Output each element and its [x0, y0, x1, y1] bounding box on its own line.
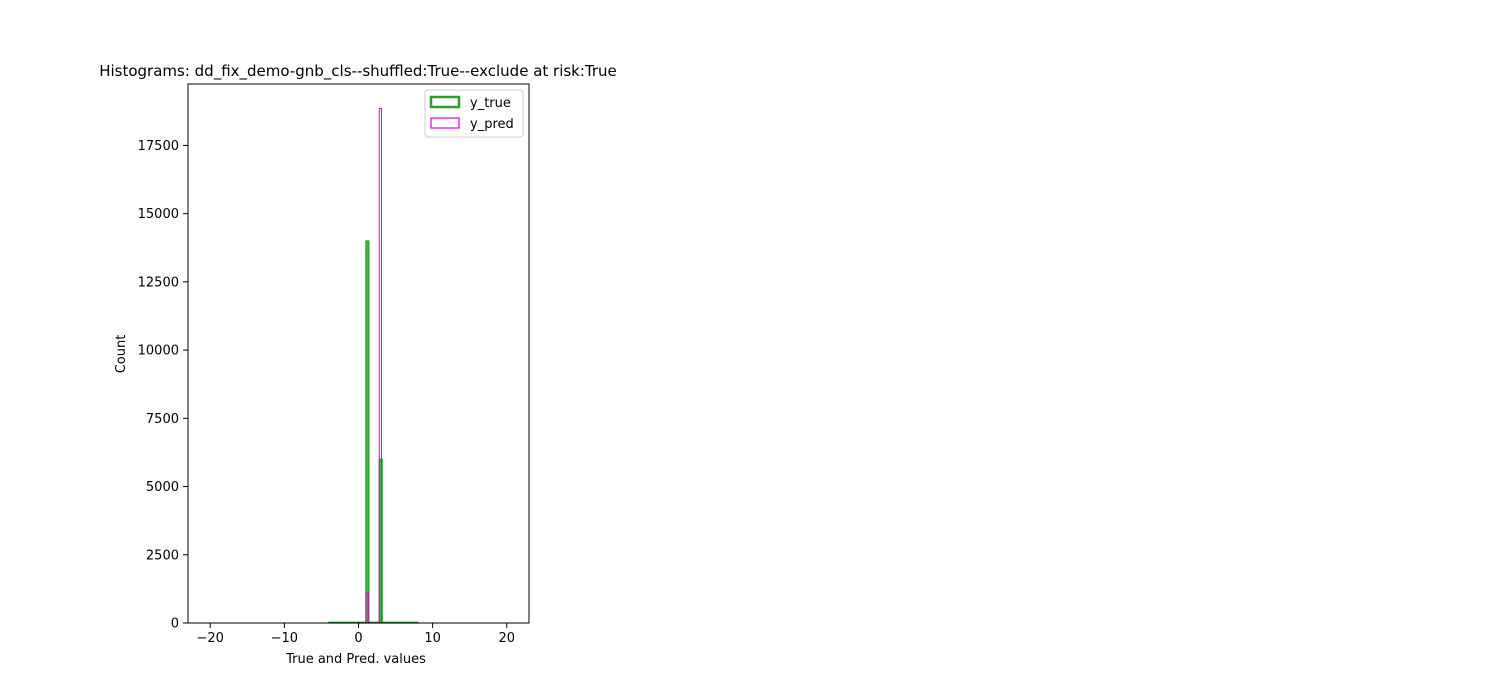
x-tick-label: −20: [197, 631, 224, 646]
y-tick-label: 10000: [138, 344, 179, 359]
bar-y_true-2: [365, 240, 370, 624]
x-tick-label: 10: [424, 631, 441, 646]
y-tick-label: 15000: [138, 207, 179, 222]
y-tick-label: 0: [171, 617, 179, 632]
x-axis-label: True and Pred. values: [285, 652, 426, 667]
y-axis-ticks: 0 2500 5000 7500 10000 12500 15000 17500: [138, 139, 188, 632]
legend-label-y_true: y_true: [470, 96, 511, 111]
y-tick-label: 7500: [146, 412, 179, 427]
y-axis-label: Count: [114, 335, 129, 374]
y-tick-label: 2500: [146, 548, 179, 563]
legend-label-y_pred: y_pred: [470, 117, 514, 132]
y-tick-label: 5000: [146, 480, 179, 495]
x-tick-label: −10: [271, 631, 298, 646]
legend-swatch-y_true: [429, 95, 461, 109]
y-tick-label: 17500: [138, 139, 179, 154]
x-tick-label: 0: [354, 631, 362, 646]
legend-swatch-y_pred: [430, 117, 460, 129]
legend: y_true y_pred: [424, 89, 524, 138]
y-tick-label: 12500: [138, 275, 179, 290]
legend-box: [424, 89, 524, 138]
x-tick-label: 20: [498, 631, 515, 646]
chart-title: Histograms: dd_fix_demo-gnb_cls--shuffle…: [99, 62, 617, 81]
x-axis-ticks: −20 −10 0 10 20: [197, 623, 515, 646]
